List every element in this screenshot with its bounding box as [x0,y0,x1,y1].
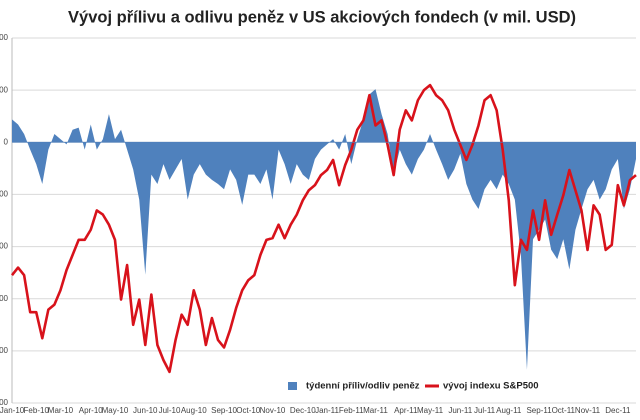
x-tick-label: Mar-10 [48,406,74,415]
flow-area [12,89,636,370]
y-tick-label: -5000 [0,190,9,199]
y-tick-label: 5000 [0,85,9,94]
x-tick-label: Mar-11 [363,406,388,415]
x-tick-label: Jan-11 [315,406,339,415]
x-tick-label: Aug-11 [496,406,522,415]
x-tick-label: Dec-11 [605,406,631,415]
x-tick-label: Nov-11 [575,406,601,415]
y-tick-label: -15000 [0,294,9,303]
legend-label: vývoj indexu S&P500 [443,381,539,392]
index-line [10,83,637,374]
x-tick-label: Feb-11 [339,406,364,415]
legend-swatch [288,382,297,390]
x-tick-label: Jul-10 [159,406,181,415]
x-tick-label: May-11 [417,406,444,415]
y-tick-label: 0 [4,137,9,146]
x-tick-label: Feb-10 [24,406,50,415]
x-tick-label: Jul-11 [474,406,496,415]
x-tick-label: Oct-10 [236,406,261,415]
y-tick-label: -10000 [0,242,9,251]
x-tick-label: Nov-10 [260,406,286,415]
x-tick-label: Aug-10 [181,406,207,415]
x-tick-label: Dec-10 [290,406,316,415]
legend-label: týdenní příliv/odliv peněz [306,381,420,392]
x-tick-label: Jun-11 [448,406,472,415]
x-tick-label: Oct-11 [552,406,576,415]
x-tick-label: Jun-10 [133,406,158,415]
chart-title: Vývoj přílivu a odlivu peněz v US akciov… [68,8,576,26]
y-tick-label: -25000 [0,398,9,407]
x-tick-label: May-10 [102,406,129,415]
x-tick-label: Sep-10 [211,406,237,415]
y-tick-label: -20000 [0,346,9,355]
x-tick-label: Sep-11 [526,406,552,415]
x-tick-label: Apr-11 [394,406,418,415]
x-tick-label: Apr-10 [79,406,104,415]
x-tick-label: Jan-10 [0,406,25,415]
y-tick-label: 10000 [0,33,9,42]
